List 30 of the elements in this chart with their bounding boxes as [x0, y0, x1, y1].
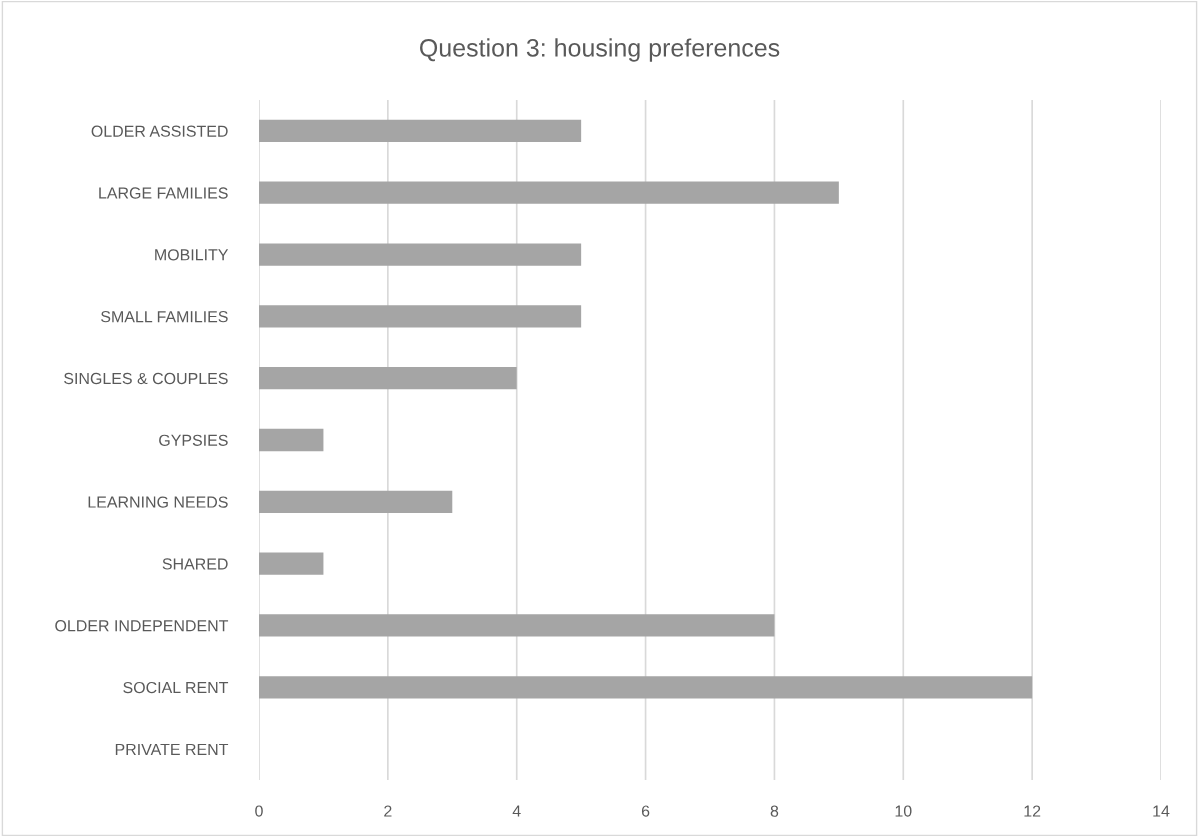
x-tick-label: 10: [895, 805, 912, 817]
x-tick-label: 12: [1024, 805, 1041, 817]
bar: [259, 119, 582, 143]
bar: [259, 367, 517, 390]
bar: [259, 552, 324, 575]
bar: [259, 181, 839, 204]
bar: [259, 428, 324, 452]
y-tick-label: LEARNING NEEDS: [88, 496, 228, 508]
y-tick-label: SMALL FAMILIES: [101, 311, 228, 323]
x-tick-label: 0: [255, 805, 263, 817]
bar: [259, 614, 775, 637]
y-tick-label: OLDER ASSISTED: [91, 125, 228, 137]
bar: [259, 490, 453, 513]
y-tick-label: OLDER INDEPENDENT: [55, 620, 229, 632]
bar: [259, 243, 582, 266]
x-tick-label: 14: [1153, 805, 1170, 817]
bar: [259, 676, 1033, 699]
y-tick-label: MOBILITY: [155, 249, 229, 261]
x-tick-label: 2: [384, 805, 392, 817]
x-tick-label: 8: [770, 805, 779, 817]
y-tick-label: GYPSIES: [159, 434, 228, 446]
y-tick-label: PRIVATE RENT: [115, 743, 229, 755]
x-tick-label: 6: [641, 805, 650, 817]
y-tick-label: LARGE FAMILIES: [99, 187, 228, 199]
bar: [259, 305, 582, 328]
chart-title: Question 3: housing preferences: [420, 38, 780, 62]
y-tick-label: SHARED: [162, 558, 228, 570]
y-tick-label: SOCIAL RENT: [123, 681, 229, 694]
y-tick-label: SINGLES & COUPLES: [64, 372, 228, 385]
x-tick-label: 4: [512, 805, 521, 817]
